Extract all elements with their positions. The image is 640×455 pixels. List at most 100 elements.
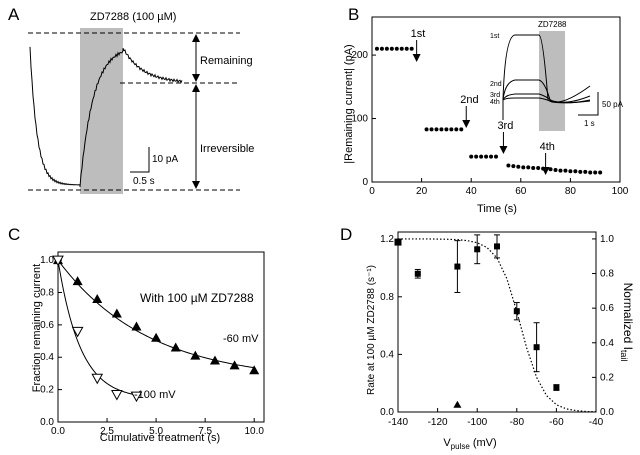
data-point-100 [71,326,84,338]
inset-drug-label: ZD7288 [538,20,567,29]
data-point-b [553,167,558,172]
drug-application-bar [80,28,123,194]
rate-point [513,308,520,315]
data-point-b [526,165,531,170]
data-point-b [568,169,573,174]
y-tick-label-c: 0.8 [40,287,54,298]
x-tick-label-b: 100 [612,186,629,197]
fit-curve-60 [57,259,255,369]
x-tick-label-c: 2.5 [100,426,114,437]
data-point-60 [131,321,142,331]
data-point-b [439,127,444,132]
drug-label: ZD7288 (100 µM) [90,11,176,23]
data-point-b [379,46,384,51]
inset-traces: ZD7288 1st 2nd 3rd 4th 50 pA 1 s [490,20,624,131]
arrow-head-b [499,146,508,154]
panel-c: C 0.0 2.5 5.0 7.5 10.0 0.0 0.2 0.4 0.6 0.8 1.0 Cum… [8,225,265,444]
inset-label-4th: 4th [490,99,500,106]
rate-point [474,246,481,253]
rate-point [533,344,540,351]
y-tick-label-d-left: 1.2 [380,234,394,245]
data-point-b [469,154,474,159]
plot-frame-c [57,251,265,423]
data-point-b [374,46,379,51]
series-label-60: -60 mV [223,333,259,345]
data-point-b [536,166,541,171]
rate-point [414,270,421,277]
data-point-b [394,46,399,51]
x-tick-label-b: 80 [565,186,577,197]
y-axis-label-d-left: Rate at 100 µM ZD2788 (s⁻¹) [366,265,377,395]
data-point-60 [92,293,103,303]
points-d [394,234,597,413]
y-tick-label-d-right: 0.8 [600,269,614,280]
y-tick-label-b: 200 [351,50,368,61]
data-point-b [593,170,598,175]
data-point-60 [170,342,181,352]
rate-point [553,384,560,391]
x-tick-label-b: 60 [515,186,527,197]
data-point-b [506,163,511,168]
inset-trace-1st [502,34,591,103]
x-tick-label-b: 20 [416,186,428,197]
y-tick-label-d-left: 0.4 [380,349,394,360]
inset-label-1st: 1st [490,33,499,40]
axes-d: -140 -120 -100 -80 -60 -400.00.40.81.20.00.20… [380,231,614,428]
panel-letter-d: D [340,225,352,244]
data-point-100 [91,373,104,385]
panel-letter-a: A [8,5,20,24]
data-point-b [511,164,516,169]
scale-current-label: 10 pA [152,154,178,165]
data-point-b [521,165,526,170]
normalized-tail-curve [398,238,597,413]
panel-letter-c: C [8,225,20,244]
series-label-100: -100 mV [134,389,176,401]
data-point-60 [249,365,260,375]
rate-point [454,263,461,270]
irreversible-arrow [192,84,200,189]
y-tick-label-c: 1.0 [40,255,54,266]
data-point-b [583,169,588,174]
data-point-b [424,127,429,132]
y-tick-label-b: 100 [351,114,368,125]
arrow-head-b [541,167,550,175]
data-point-b [479,154,484,159]
data-point-60 [209,355,220,365]
x-tick-label-d: -40 [589,417,604,428]
data-point-b [494,154,498,159]
arrow-label-b: 3rd [497,120,513,132]
arrows-b: 1st 2nd 3rd 4th [411,28,555,175]
data-point-b [588,170,593,175]
y-tick-label-d-left: 0.0 [380,407,394,418]
y-tick-label-b: 0 [362,177,368,188]
points-b [374,46,603,175]
arrow-label-b: 1st [411,28,426,40]
y-tick-label-c: 0.6 [40,320,54,331]
inset-trace-2nd [502,79,591,103]
annotation-c: With 100 µM ZD7288 [140,291,254,305]
data-point-b [434,127,439,132]
y-tick-label-c: 0.4 [40,352,54,363]
x-tick-label-d: -140 [388,417,408,428]
data-point-b [484,154,489,159]
arrow-label-b: 2nd [460,94,478,106]
panel-d: D -140 -120 -100 -80 -60 -400.00.40.81.20.00.… [340,225,635,451]
x-axis-label-d: Vpulse (mV) [443,437,496,451]
data-point-b [444,127,449,132]
x-axis-label-b: Time (s) [477,203,517,215]
y-tick-label-d-right: 1.0 [600,234,614,245]
y-tick-label-d-right: 0.6 [600,303,614,314]
data-point-60 [72,276,83,286]
data-point-b [449,127,454,132]
data-point-b [598,170,603,175]
data-point-100 [52,255,64,267]
panel-a: A ZD7288 (100 µM) Remaining Irreversible… [8,5,254,194]
data-point-100 [111,389,123,401]
x-tick-label-b: 0 [369,186,375,197]
extra-triangle-point [453,400,462,408]
data-point-b [516,164,521,169]
data-point-b [573,169,578,174]
inset-label-2nd: 2nd [490,81,502,88]
extra-square-point [394,238,402,246]
data-point-100 [130,391,143,403]
